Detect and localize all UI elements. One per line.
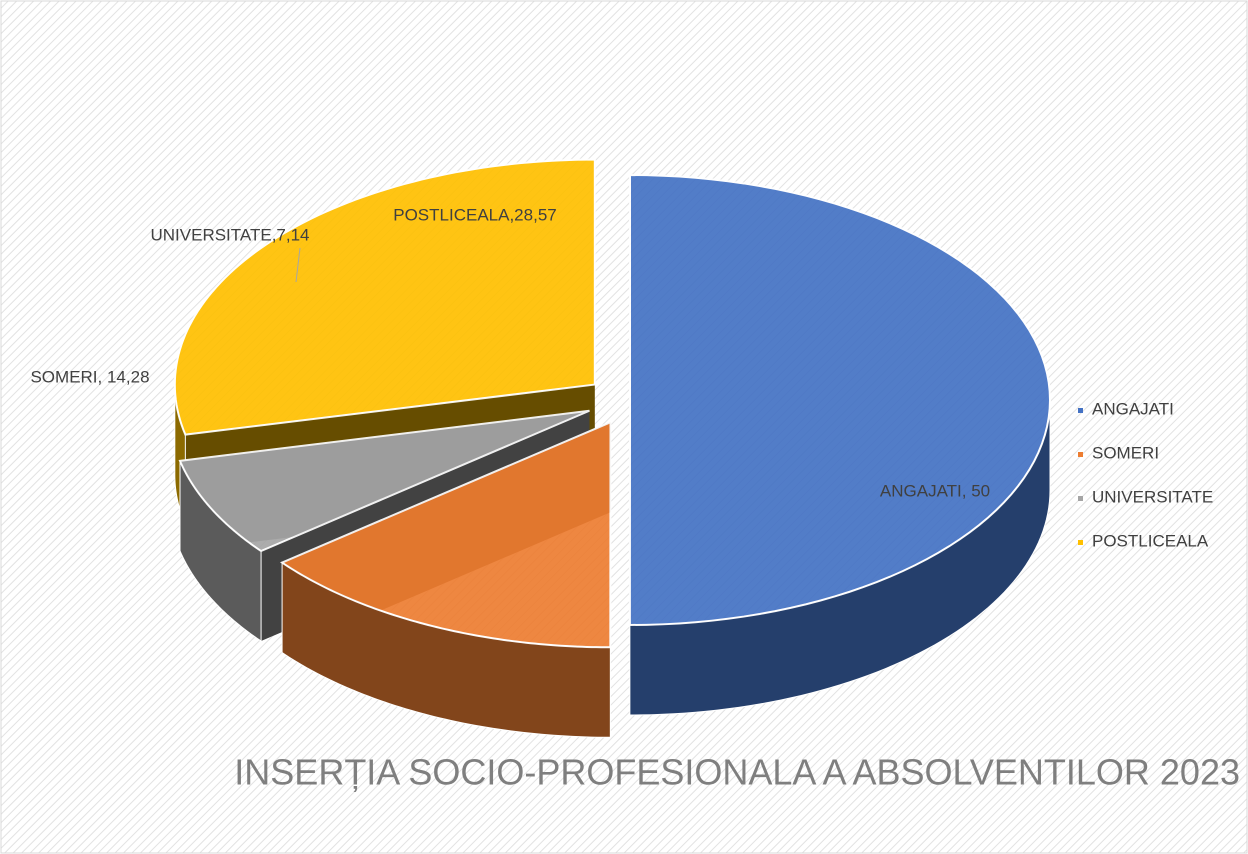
slice xyxy=(178,409,590,553)
pie xyxy=(173,158,1052,738)
data-label: SOMERI, 14,28 xyxy=(30,367,149,386)
data-label: UNIVERSITATE,7,14 xyxy=(150,225,309,244)
data-label: ANGAJATI, 50 xyxy=(880,481,990,500)
legend-marker xyxy=(1078,408,1083,413)
legend-marker xyxy=(1078,540,1083,545)
chart-title: INSERȚIA SOCIO-PROFESIONALA A ABSOLVENTI… xyxy=(234,752,1240,793)
data-label: POSTLICEALA,28,57 xyxy=(393,205,556,224)
legend-marker xyxy=(1078,496,1083,501)
slice xyxy=(628,173,1052,627)
legend-label: ANGAJATI xyxy=(1092,399,1174,418)
legend-label: UNIVERSITATE xyxy=(1092,487,1213,506)
legend-label: SOMERI xyxy=(1092,443,1159,462)
slice xyxy=(173,158,596,436)
legend-label: POSTLICEALA xyxy=(1092,531,1209,550)
slice xyxy=(279,420,612,649)
leader-line xyxy=(295,247,301,283)
legend-marker xyxy=(1078,452,1083,457)
